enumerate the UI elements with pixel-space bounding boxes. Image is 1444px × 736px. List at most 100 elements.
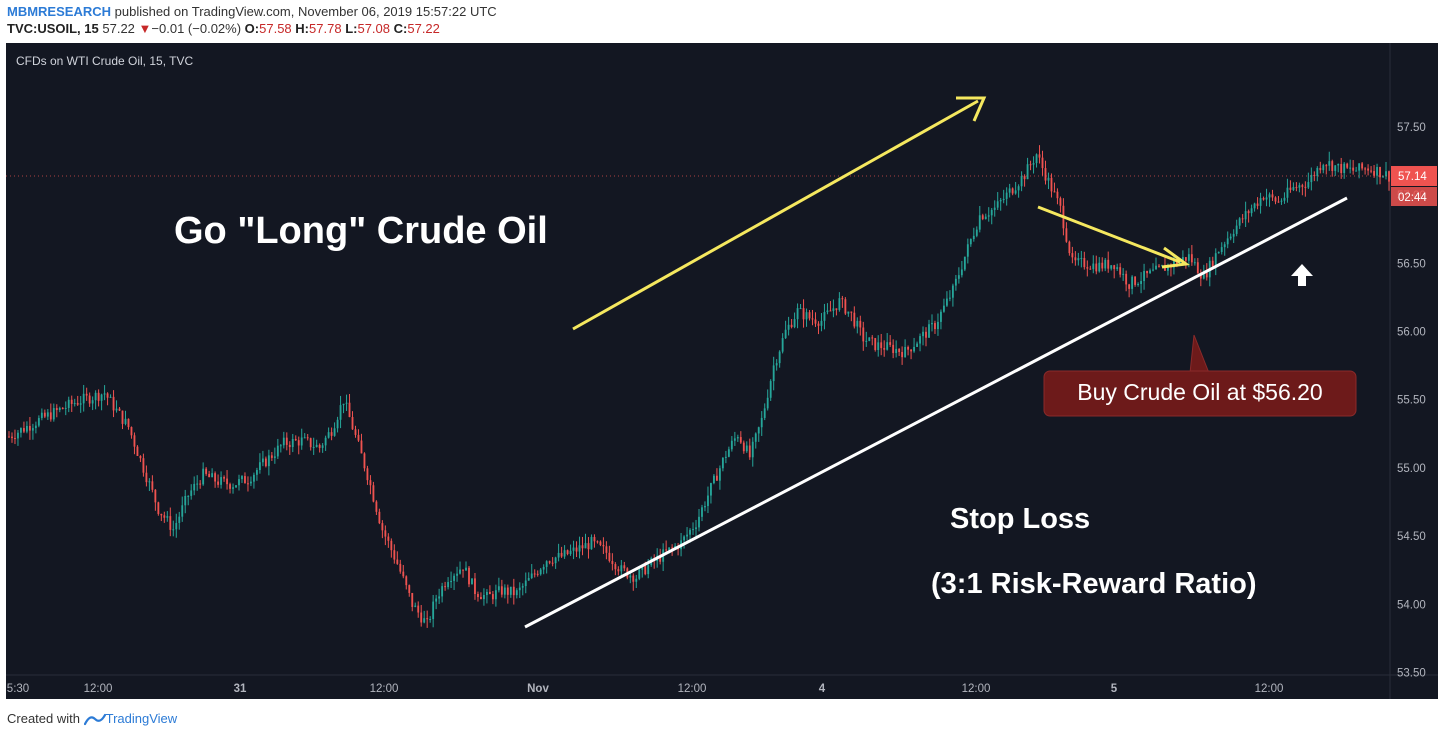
candle-body bbox=[324, 437, 327, 446]
price-chart[interactable]: 57.5057.0056.5056.0055.5055.0054.5054.00… bbox=[6, 43, 1438, 699]
candle-body bbox=[49, 412, 52, 420]
candle-body bbox=[52, 408, 55, 420]
x-tick-label: 12:00 bbox=[678, 683, 707, 695]
time-tag-label: 02:44 bbox=[1398, 192, 1427, 204]
candle-body bbox=[1289, 187, 1292, 190]
candle-body bbox=[904, 346, 907, 358]
candle-body bbox=[1325, 165, 1328, 167]
candle-body bbox=[279, 445, 282, 447]
candle-body bbox=[285, 437, 288, 445]
candle-body bbox=[1235, 225, 1238, 234]
candle-body bbox=[701, 507, 703, 517]
candle-body bbox=[1014, 190, 1017, 194]
candle-body bbox=[754, 433, 757, 442]
candle-body bbox=[856, 320, 859, 327]
candle-body bbox=[1334, 165, 1337, 171]
candle-body bbox=[623, 565, 626, 569]
candle-body bbox=[306, 437, 309, 439]
candle-body bbox=[530, 573, 533, 579]
candle-body bbox=[689, 529, 691, 535]
y-tick-label: 56.50 bbox=[1397, 258, 1426, 270]
candle-body bbox=[587, 543, 590, 550]
candle-body bbox=[736, 437, 739, 439]
candle-body bbox=[226, 478, 228, 485]
x-tick-label: 31 bbox=[234, 683, 247, 695]
candle-body bbox=[497, 586, 500, 591]
candle-body bbox=[1277, 201, 1280, 203]
uptrend-arrowhead bbox=[956, 96, 987, 122]
open-label: O: bbox=[244, 21, 260, 36]
candle-body bbox=[1307, 182, 1310, 188]
candle-body bbox=[889, 342, 892, 345]
candle-body bbox=[76, 403, 79, 405]
candle-body bbox=[241, 476, 243, 480]
candle-body bbox=[799, 308, 802, 310]
uptrend-arrow-line bbox=[572, 99, 979, 331]
candle-body bbox=[1349, 167, 1352, 169]
candle-body bbox=[202, 468, 205, 485]
candle-body bbox=[1035, 154, 1038, 164]
candle-body bbox=[975, 229, 978, 236]
candle-body bbox=[823, 312, 826, 321]
candle-body bbox=[1146, 270, 1148, 274]
candle-body bbox=[366, 468, 369, 481]
candle-body bbox=[850, 311, 853, 313]
candle-body bbox=[778, 351, 781, 364]
candle-body bbox=[1134, 276, 1137, 285]
candle-body bbox=[318, 444, 321, 448]
candle-body bbox=[874, 338, 877, 350]
publisher-name[interactable]: MBMRESEARCH bbox=[7, 4, 111, 19]
close-label: C: bbox=[393, 21, 408, 36]
candle-body bbox=[459, 569, 461, 574]
candle-body bbox=[999, 200, 1002, 202]
candle-body bbox=[55, 408, 58, 411]
candle-body bbox=[456, 573, 458, 576]
candle-body bbox=[802, 308, 805, 320]
candle-body bbox=[1104, 259, 1107, 269]
candle-body bbox=[417, 605, 420, 613]
candle-body bbox=[1047, 177, 1050, 181]
candle-body bbox=[524, 580, 527, 587]
candle-body bbox=[441, 586, 444, 597]
candle-body bbox=[288, 444, 291, 448]
candle-body bbox=[1023, 176, 1026, 180]
candle-body bbox=[1044, 168, 1047, 181]
tradingview-logo-icon[interactable] bbox=[83, 712, 106, 726]
candle-body bbox=[1271, 194, 1274, 198]
candle-body bbox=[972, 235, 975, 240]
candle-body bbox=[1202, 272, 1205, 279]
published-text: published on TradingView.com, November 0… bbox=[114, 4, 497, 19]
candle-body bbox=[1053, 191, 1056, 193]
candle-body bbox=[1167, 265, 1169, 271]
candle-body bbox=[683, 536, 685, 541]
candle-body bbox=[187, 495, 190, 497]
change-arrow-icon: ▼ bbox=[138, 21, 152, 36]
candle-body bbox=[898, 348, 901, 352]
tradingview-brand[interactable]: TradingView bbox=[105, 711, 178, 726]
candle-body bbox=[67, 399, 70, 408]
candle-body bbox=[593, 536, 596, 542]
candle-body bbox=[58, 407, 61, 411]
pullback-arrowhead bbox=[1161, 246, 1190, 269]
candle-body bbox=[348, 402, 351, 418]
candle-body bbox=[106, 393, 109, 398]
candle-body bbox=[727, 449, 730, 457]
candle-body bbox=[632, 575, 635, 582]
candle-body bbox=[1244, 211, 1247, 220]
candle-body bbox=[196, 483, 199, 485]
candle-body bbox=[1265, 197, 1268, 200]
candle-body bbox=[907, 346, 910, 350]
candle-body bbox=[987, 215, 990, 217]
chart-panel[interactable]: 57.5057.0056.5056.0055.5055.0054.5054.00… bbox=[6, 43, 1438, 699]
candle-body bbox=[447, 582, 450, 588]
y-tick-label: 55.00 bbox=[1397, 463, 1426, 475]
y-tick-label: 54.00 bbox=[1397, 599, 1426, 611]
candle-body bbox=[1032, 163, 1035, 165]
candle-body bbox=[238, 479, 240, 486]
candle-body bbox=[790, 324, 793, 328]
candle-body bbox=[1247, 211, 1250, 214]
candle-body bbox=[1026, 164, 1029, 180]
candle-body bbox=[291, 438, 294, 448]
candle-body bbox=[931, 323, 933, 325]
candles-group bbox=[8, 145, 1390, 628]
